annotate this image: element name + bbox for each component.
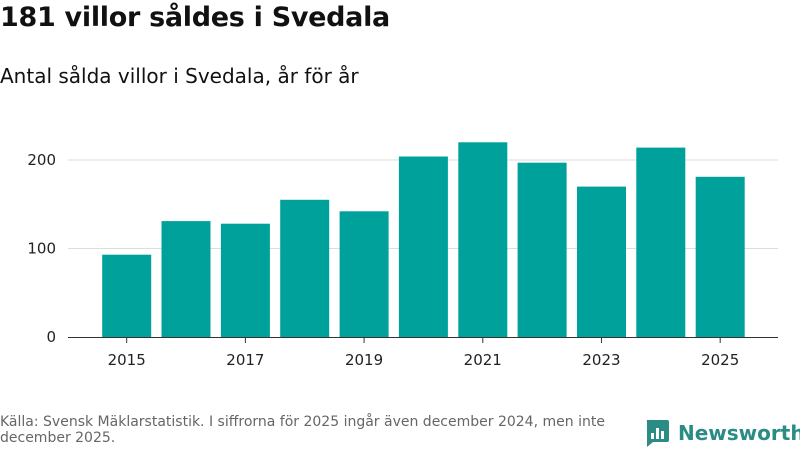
bar-2020 [398, 156, 448, 337]
chart-subtitle: Antal sålda villor i Svedala, år för år [0, 64, 359, 88]
bar-chart: 0 100 200 2015 2017 2019 2021 2023 2025 [27, 142, 778, 369]
newsworthy-logo: Newsworthy [644, 419, 800, 447]
bar-2021 [458, 142, 508, 337]
bars [102, 142, 745, 337]
x-tick-label: 2021 [464, 351, 502, 369]
bar-2019 [339, 211, 389, 337]
y-tick-label: 0 [46, 328, 56, 346]
brand-name: Newsworthy [678, 421, 800, 445]
x-tick-label: 2023 [582, 351, 620, 369]
x-tick-label: 2017 [226, 351, 264, 369]
newsworthy-logo-icon [646, 420, 669, 447]
x-tick-label: 2025 [701, 351, 739, 369]
bar-2018 [280, 199, 330, 337]
chart-title: 181 villor såldes i Svedala [0, 2, 390, 33]
bar-2023 [577, 186, 626, 337]
y-tick-label: 200 [27, 151, 56, 169]
bar-2017 [220, 223, 270, 337]
bar-2024 [636, 147, 686, 337]
source-note: Källa: Svensk Mäklarstatistik. I siffror… [0, 414, 605, 446]
bar-2022 [517, 162, 567, 337]
bar-2016 [161, 221, 211, 337]
bar-2015 [102, 254, 152, 337]
y-tick-label: 100 [27, 240, 56, 258]
bar-2025 [695, 176, 745, 337]
x-tick-label: 2019 [345, 351, 383, 369]
x-axis-ticks: 2015 2017 2019 2021 2023 2025 [108, 337, 739, 369]
x-tick-label: 2015 [108, 351, 146, 369]
y-axis-ticks: 0 100 200 [27, 151, 56, 346]
